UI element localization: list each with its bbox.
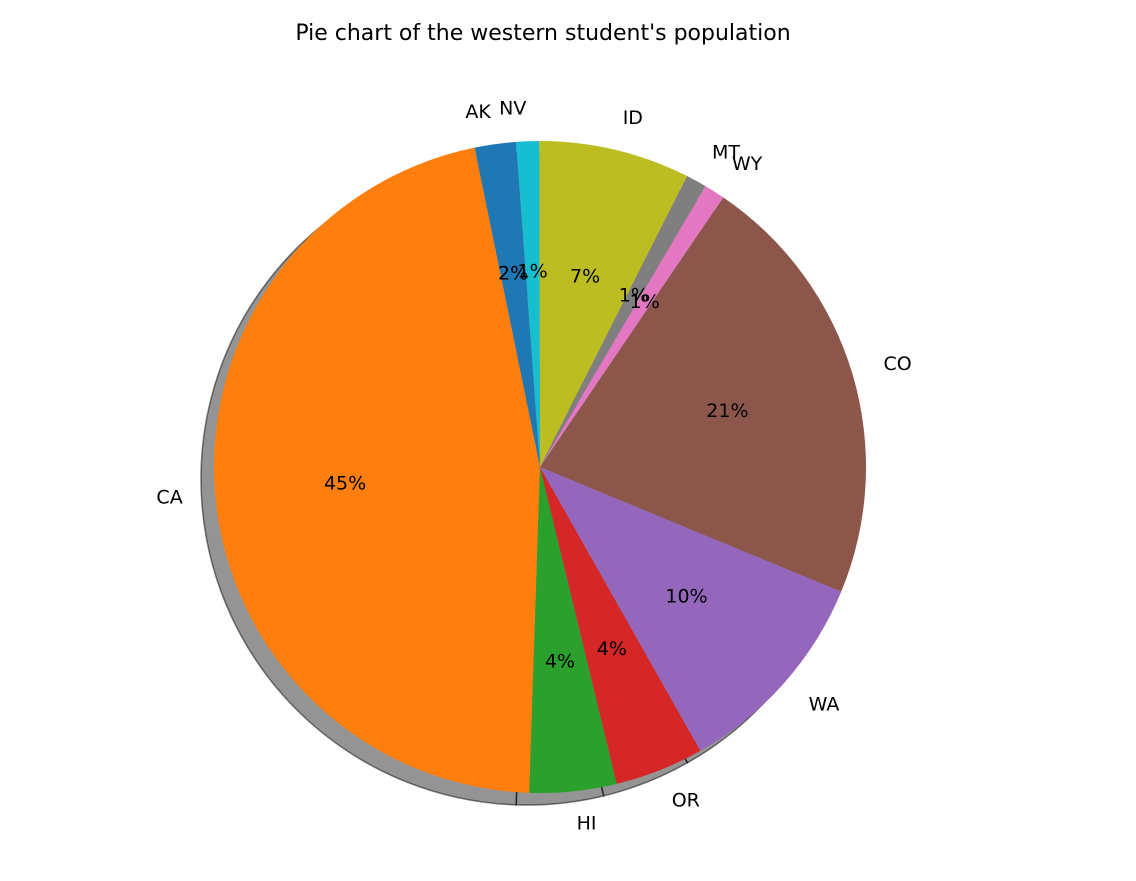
slice-label-nv: NV bbox=[499, 98, 526, 120]
percent-label-mt: 1% bbox=[619, 284, 649, 306]
slice-label-co: CO bbox=[884, 353, 912, 375]
slice-label-hi: HI bbox=[577, 813, 597, 835]
percent-label-nv: 1% bbox=[518, 261, 548, 283]
slice-label-ak: AK bbox=[465, 101, 491, 123]
slice-label-or: OR bbox=[672, 790, 700, 812]
slice-or bbox=[540, 467, 701, 784]
slice-nv bbox=[516, 141, 540, 467]
slice-label-id: ID bbox=[623, 107, 643, 129]
percent-label-ca: 45% bbox=[324, 473, 366, 495]
percent-label-id: 7% bbox=[570, 266, 600, 288]
slice-wa bbox=[540, 467, 842, 751]
slice-label-mt: MT bbox=[712, 141, 740, 163]
percent-label-ak: 2% bbox=[498, 262, 528, 284]
percent-label-co: 21% bbox=[706, 400, 748, 422]
percent-label-hi: 4% bbox=[545, 651, 575, 673]
slice-id bbox=[539, 141, 688, 467]
pie-slices bbox=[214, 141, 866, 793]
percent-labels: 2%45%4%4%10%21%1%1%7%1% bbox=[324, 261, 749, 673]
slice-label-wy: WY bbox=[732, 153, 763, 175]
percent-label-or: 4% bbox=[597, 638, 627, 660]
slice-label-wa: WA bbox=[809, 694, 840, 716]
slice-ak bbox=[474, 141, 540, 467]
percent-label-wy: 1% bbox=[630, 291, 660, 313]
slice-wy bbox=[540, 186, 724, 467]
slice-co bbox=[540, 197, 866, 592]
slice-ca bbox=[214, 147, 540, 793]
slice-mt bbox=[540, 176, 706, 467]
chart-title: Pie chart of the western student's popul… bbox=[295, 21, 790, 46]
slice-label-ca: CA bbox=[156, 486, 182, 508]
percent-label-wa: 10% bbox=[665, 586, 707, 608]
slice-hi bbox=[529, 467, 617, 793]
